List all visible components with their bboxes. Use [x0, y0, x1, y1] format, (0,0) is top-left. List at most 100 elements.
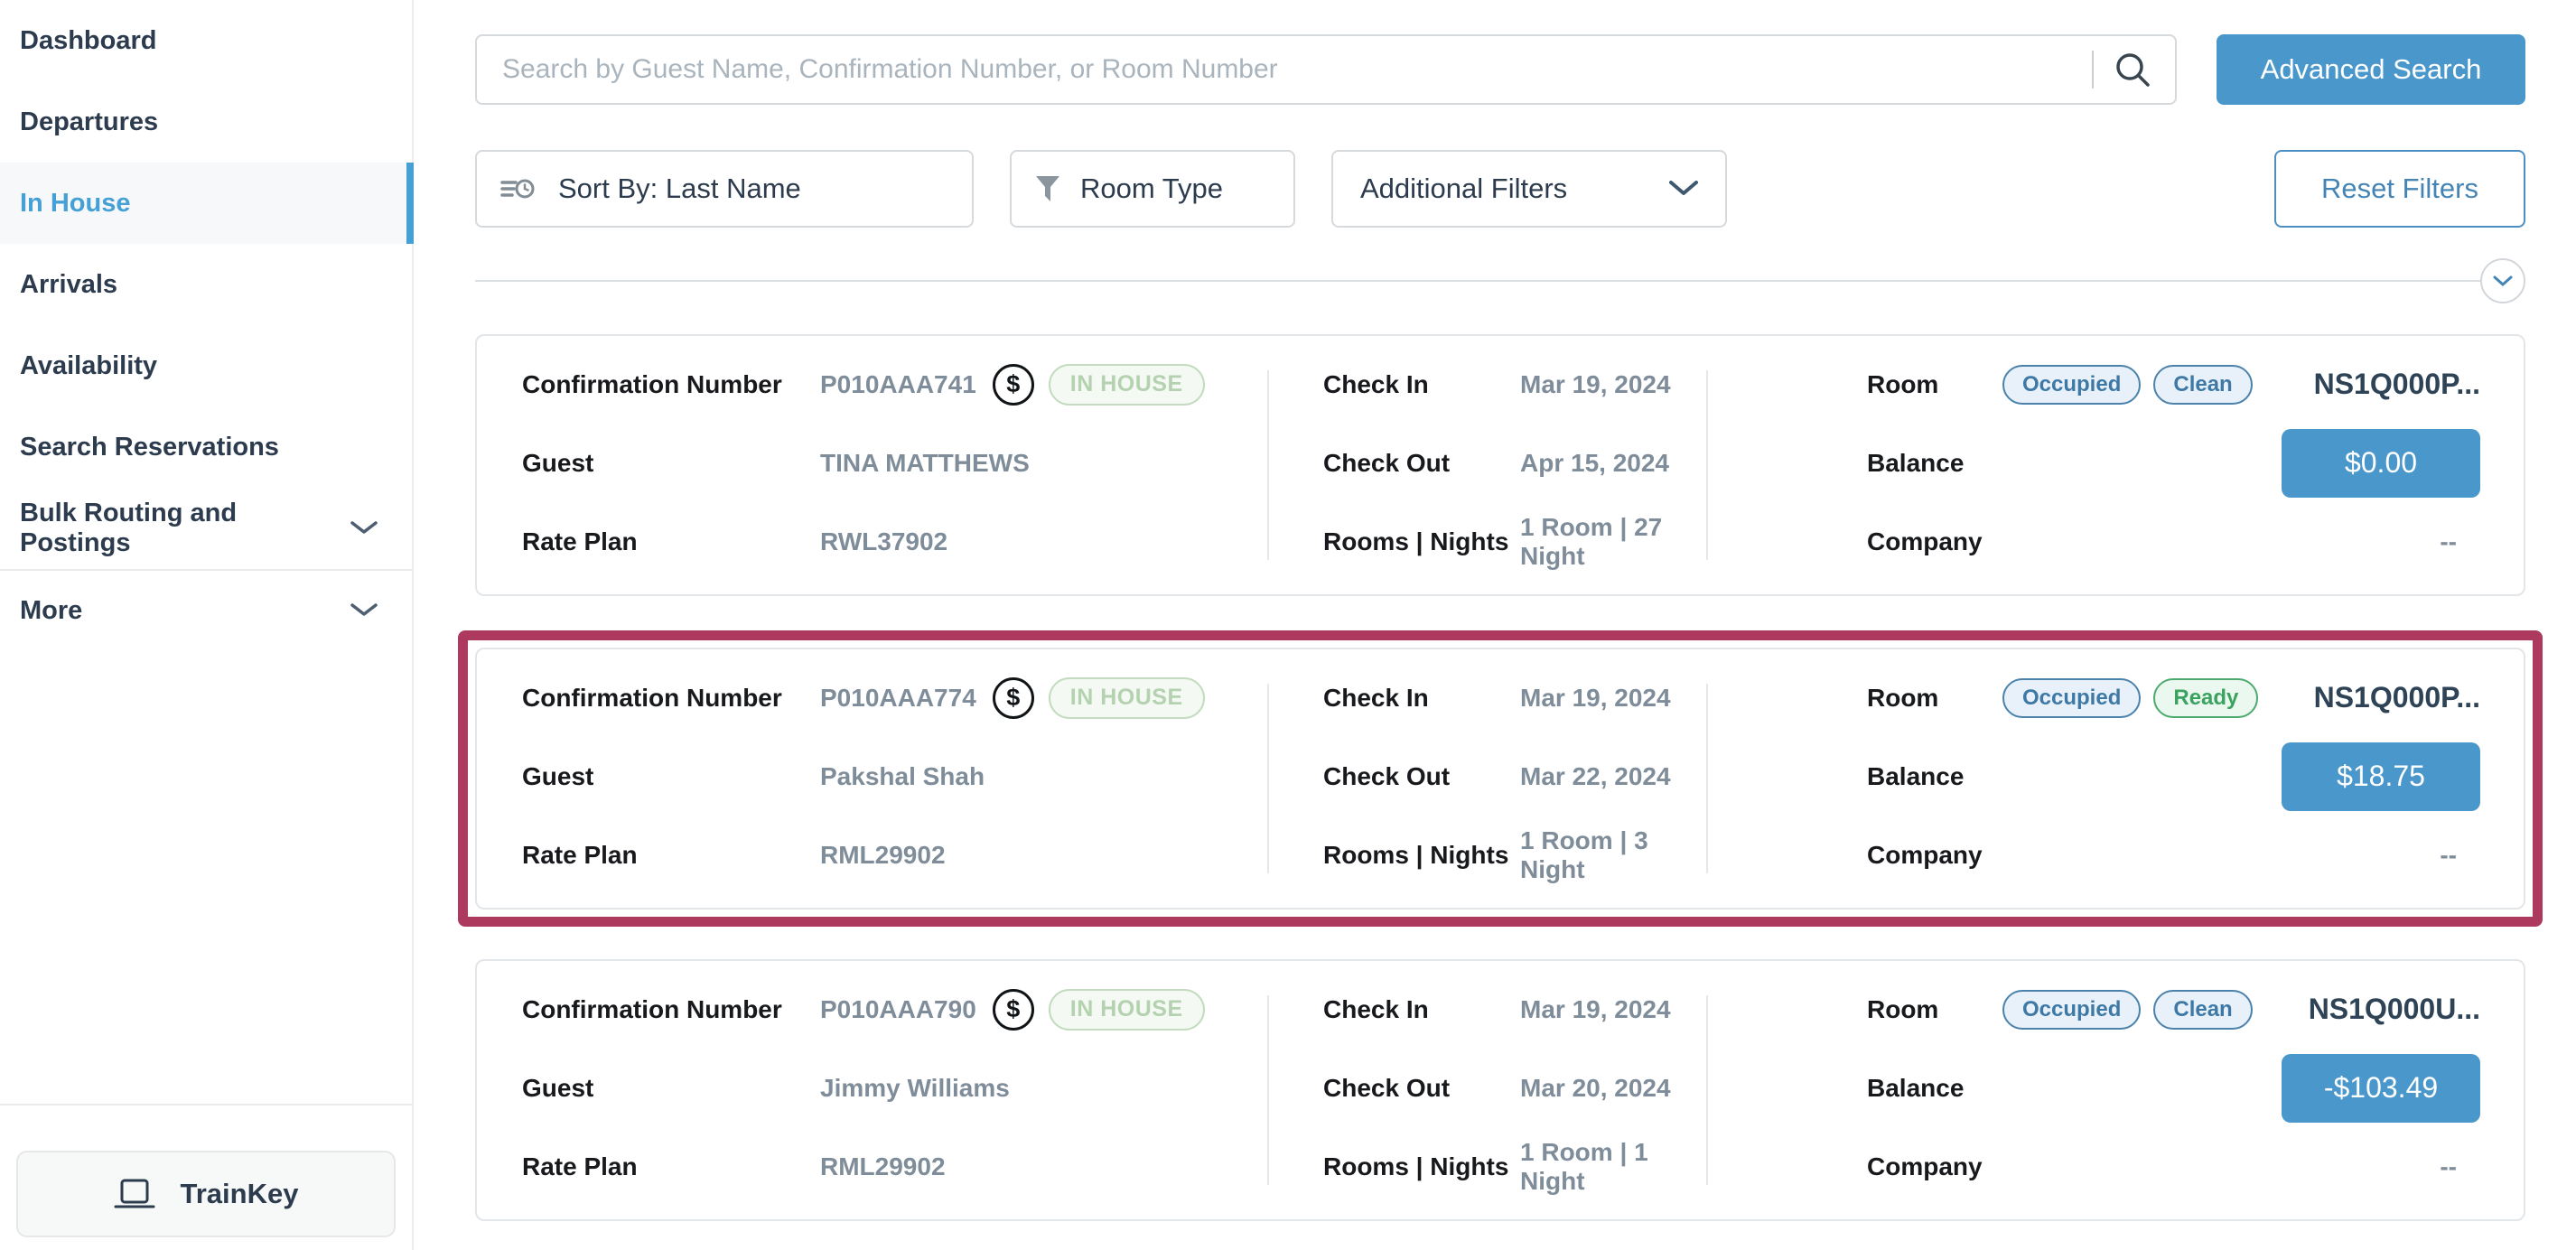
room-row: Room Occupied Clean NS1Q000U...	[1867, 989, 2480, 1030]
guest-label: Guest	[522, 761, 594, 790]
chevron-down-icon	[350, 603, 378, 618]
reservation-card[interactable]: Confirmation Number P010AAA774 $ IN HOUS…	[475, 648, 2525, 910]
check-out-label: Check Out	[1323, 761, 1451, 790]
dollar-circle-icon[interactable]: $	[992, 363, 1034, 406]
room-label: Room	[1867, 683, 1939, 712]
chevron-down-circle-icon	[2493, 275, 2513, 286]
search-row: Advanced Search	[475, 34, 2525, 105]
room-status-badges: Occupied Clean	[2002, 989, 2265, 1030]
card-section-divider	[1267, 995, 1269, 1185]
reservation-card[interactable]: Confirmation Number P010AAA741 $ IN HOUS…	[475, 334, 2525, 596]
rooms-nights-row: Rooms | Nights 1 Room | 3 Night	[1323, 826, 1706, 884]
confirmation-number-label: Confirmation Number	[522, 369, 782, 398]
sidebar-item-bulk-routing-and-postings[interactable]: Bulk Routing and Postings	[0, 488, 412, 569]
rooms-nights-value: 1 Room | 27 Night	[1520, 513, 1663, 571]
additional-filters-label: Additional Filters	[1360, 173, 1568, 204]
sort-by-label: Sort By: Last Name	[558, 173, 801, 204]
guest-row: Guest TINA MATTHEWS	[522, 449, 1267, 478]
company-row: Company --	[1867, 527, 2480, 556]
in-house-status-badge: IN HOUSE	[1048, 363, 1205, 406]
check-in-row: Check In Mar 19, 2024	[1323, 684, 1706, 713]
sidebar-item-availability[interactable]: Availability	[0, 325, 412, 406]
rooms-nights-label: Rooms | Nights	[1323, 527, 1509, 556]
rate-plan-row: Rate Plan RML29902	[522, 1152, 1267, 1181]
chevron-down-icon	[1669, 181, 1698, 197]
main-content: Advanced Search Sort By: Last Name Room …	[415, 0, 2576, 1250]
sidebar-item-in-house[interactable]: In House	[0, 163, 414, 244]
sidebar-item-search-reservations[interactable]: Search Reservations	[0, 406, 412, 488]
advanced-search-button[interactable]: Advanced Search	[2217, 34, 2525, 105]
check-out-label: Check Out	[1323, 448, 1451, 477]
check-in-value: Mar 19, 2024	[1520, 994, 1671, 1023]
rooms-nights-value: 1 Room | 1 Night	[1520, 1138, 1648, 1196]
stay-dates-section: Check In Mar 19, 2024 Check Out Mar 20, …	[1269, 961, 1706, 1219]
room-type-filter-button[interactable]: Room Type	[1010, 150, 1295, 228]
card-section-divider	[1267, 684, 1269, 873]
confirmation-number-value: P010AAA774	[820, 683, 976, 712]
rate-plan-row: Rate Plan RML29902	[522, 841, 1267, 870]
balance-row: Balance -$103.49	[1867, 1053, 2480, 1123]
additional-filters-button[interactable]: Additional Filters	[1331, 150, 1727, 228]
room-label: Room	[1867, 369, 1939, 398]
card-section-divider	[1706, 684, 1708, 873]
check-out-value: Mar 20, 2024	[1520, 1073, 1671, 1102]
sidebar-item-departures[interactable]: Departures	[0, 81, 412, 163]
search-icon[interactable]	[2114, 51, 2151, 89]
room-balance-section: Room Occupied Clean NS1Q000U... Balance -…	[1708, 961, 2524, 1219]
rooms-nights-label: Rooms | Nights	[1323, 841, 1509, 870]
balance-button[interactable]: $18.75	[2282, 742, 2480, 811]
check-in-label: Check In	[1323, 994, 1429, 1023]
dollar-circle-icon[interactable]: $	[992, 676, 1034, 719]
balance-button[interactable]: -$103.49	[2282, 1053, 2480, 1123]
search-box	[475, 34, 2177, 105]
reservation-identity-section: Confirmation Number P010AAA790 $ IN HOUS…	[522, 961, 1267, 1219]
sidebar-item-label: Departures	[20, 107, 159, 136]
sidebar-item-label: Arrivals	[20, 269, 118, 299]
sort-icon	[500, 174, 535, 203]
company-label: Company	[1867, 1152, 1983, 1181]
guest-name-value: Pakshal Shah	[820, 761, 985, 790]
rate-plan-row: Rate Plan RWL37902	[522, 527, 1267, 556]
sidebar-footer-divider	[0, 1104, 412, 1105]
collapse-list-button[interactable]	[2480, 258, 2525, 303]
company-row: Company --	[1867, 841, 2480, 870]
reservation-identity-section: Confirmation Number P010AAA774 $ IN HOUS…	[522, 649, 1267, 908]
confirmation-number-label: Confirmation Number	[522, 994, 782, 1023]
reset-filters-button[interactable]: Reset Filters	[2274, 150, 2525, 228]
trainkey-button[interactable]: TrainKey	[16, 1151, 396, 1237]
trainkey-label: TrainKey	[180, 1178, 299, 1209]
guest-label: Guest	[522, 448, 594, 477]
balance-button[interactable]: $0.00	[2282, 428, 2480, 498]
sidebar-item-arrivals[interactable]: Arrivals	[0, 244, 412, 325]
dollar-glyph: $	[1006, 370, 1021, 398]
funnel-icon	[1035, 174, 1060, 203]
guest-name-value: Jimmy Williams	[820, 1073, 1010, 1102]
rate-plan-label: Rate Plan	[522, 841, 638, 870]
list-divider	[475, 258, 2525, 303]
rooms-nights-row: Rooms | Nights 1 Room | 27 Night	[1323, 513, 1706, 571]
company-row: Company --	[1867, 1152, 2480, 1181]
sort-by-button[interactable]: Sort By: Last Name	[475, 150, 974, 228]
room-row: Room Occupied Ready NS1Q000P...	[1867, 677, 2480, 718]
sidebar: Dashboard Departures In House Arrivals A…	[0, 0, 414, 1250]
sidebar-item-more[interactable]: More	[0, 569, 412, 650]
dollar-circle-icon[interactable]: $	[992, 988, 1034, 1031]
room-row: Room Occupied Clean NS1Q000P...	[1867, 364, 2480, 405]
room-status-badge-clean: Clean	[2153, 364, 2253, 405]
sidebar-item-label: Bulk Routing and Postings	[20, 499, 238, 557]
check-out-row: Check Out Mar 20, 2024	[1323, 1074, 1706, 1103]
room-label: Room	[1867, 994, 1939, 1023]
card-section-divider	[1267, 370, 1269, 560]
sidebar-item-dashboard[interactable]: Dashboard	[0, 0, 412, 81]
search-input[interactable]	[500, 53, 2083, 86]
sidebar-footer: TrainKey	[0, 1104, 412, 1250]
in-house-status-badge: IN HOUSE	[1048, 676, 1205, 719]
reservation-list: Confirmation Number P010AAA741 $ IN HOUS…	[458, 334, 2543, 1221]
in-house-status-badge: IN HOUSE	[1048, 988, 1205, 1031]
company-value: --	[2440, 527, 2457, 556]
check-in-label: Check In	[1323, 683, 1429, 712]
reservation-card[interactable]: Confirmation Number P010AAA790 $ IN HOUS…	[475, 959, 2525, 1221]
filter-row: Sort By: Last Name Room Type Additional …	[475, 150, 2525, 228]
laptop-icon	[114, 1179, 155, 1209]
sidebar-item-label: Availability	[20, 350, 158, 380]
